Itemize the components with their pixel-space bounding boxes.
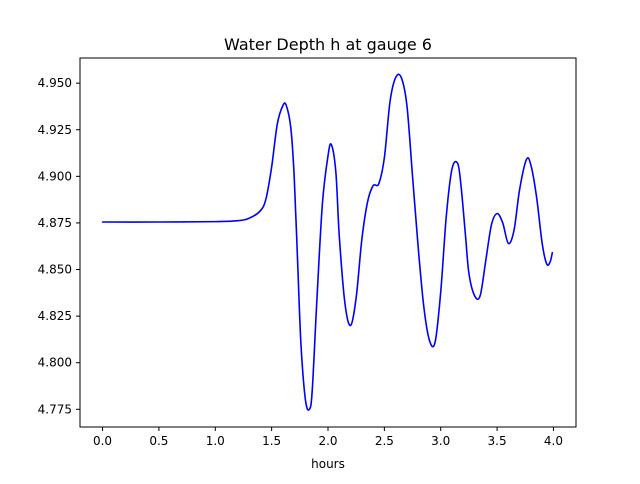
x-tick-label: 2.5 <box>375 434 394 448</box>
y-tick-label: 4.850 <box>38 263 72 277</box>
x-axis: 0.0 0.5 1.0 1.5 2.0 2.5 3.0 3.5 4.0 <box>93 427 563 448</box>
y-tick-label: 4.875 <box>38 216 72 230</box>
series-layer <box>101 73 554 411</box>
y-tick-label: 4.825 <box>38 309 72 323</box>
y-tick-label: 4.900 <box>38 169 72 183</box>
y-tick-label: 4.950 <box>38 76 72 90</box>
x-tick-label: 3.0 <box>431 434 450 448</box>
x-axis-label: hours <box>311 457 345 471</box>
x-tick-label: 2.0 <box>318 434 337 448</box>
y-tick-label: 4.775 <box>38 402 72 416</box>
chart-title: Water Depth h at gauge 6 <box>224 35 432 54</box>
y-tick-label: 4.800 <box>38 356 72 370</box>
y-tick-label: 4.925 <box>38 123 72 137</box>
x-tick-label: 0.5 <box>149 434 168 448</box>
x-tick-label: 0.0 <box>93 434 112 448</box>
x-tick-label: 3.5 <box>488 434 507 448</box>
series-line-0 <box>101 73 554 411</box>
x-tick-label: 1.5 <box>262 434 281 448</box>
x-tick-label: 1.0 <box>206 434 225 448</box>
x-tick-label: 4.0 <box>544 434 563 448</box>
plot-area <box>80 58 576 427</box>
y-axis: 4.775 4.800 4.825 4.850 4.875 4.900 4.925 4.950 <box>38 76 80 416</box>
